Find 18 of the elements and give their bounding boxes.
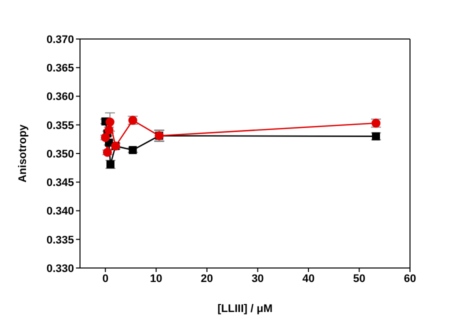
- x-tick-label: 50: [353, 272, 366, 285]
- y-tick-label: 0.360: [46, 91, 74, 104]
- y-tick-label: 0.335: [46, 234, 74, 246]
- x-axis-title: [LLIII] / μM: [218, 303, 272, 315]
- x-tick-label: 30: [252, 272, 264, 285]
- x-tick-label: 20: [200, 272, 214, 285]
- x-tick-label: 10: [150, 272, 162, 285]
- y-tick-label: 0.365: [46, 62, 74, 75]
- y-tick-label: 0.345: [46, 177, 74, 190]
- y-tick-label: 0.355: [46, 120, 74, 132]
- y-tick-label: 0.350: [46, 148, 74, 160]
- y-tick-label: 0.330: [46, 262, 74, 275]
- y-tick-label: 0.370: [46, 34, 74, 46]
- x-tick-label: 0: [102, 272, 108, 285]
- y-tick-label: 0.340: [46, 206, 74, 218]
- x-tick-label: 40: [302, 272, 315, 285]
- x-tick-label: 60: [404, 272, 416, 285]
- y-axis-title: Anisotropy: [16, 124, 29, 183]
